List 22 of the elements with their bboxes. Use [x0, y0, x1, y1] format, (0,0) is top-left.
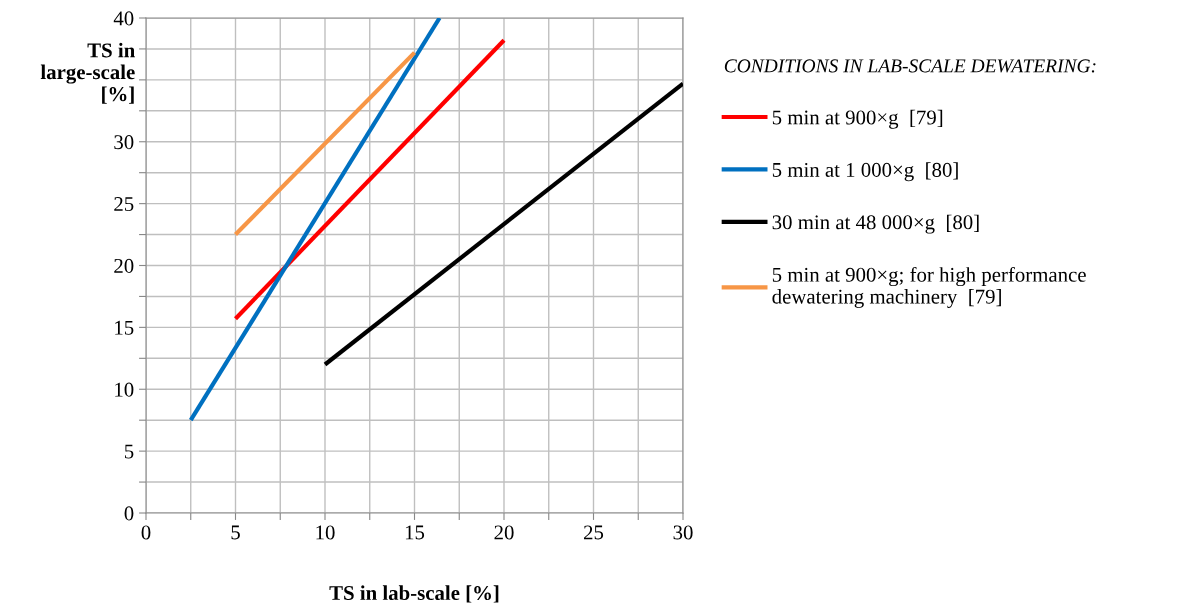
x-tick-label: 25 — [584, 525, 604, 540]
legend-label: 5 min at 1 000×g [80] — [772, 162, 958, 182]
x-tick-label: 5 — [231, 525, 240, 540]
y-tick-label: 15 — [115, 320, 134, 335]
x-tick-label: 10 — [316, 525, 335, 540]
y-tick-label: 10 — [115, 382, 134, 397]
x-tick-label: 0 — [141, 525, 151, 540]
y-tick-label: 20 — [114, 258, 134, 273]
y-tick-label: 30 — [114, 135, 134, 150]
legend-label: 5 min at 900×g [79] — [772, 109, 943, 129]
y-tick-label: 25 — [114, 197, 134, 212]
legend-label: 30 min at 48 000×g [80] — [772, 214, 979, 234]
legend-label: 5 min at 900×g; for high performance dewatering machinery [79] — [772, 266, 1086, 308]
y-tick-label: 0 — [124, 506, 134, 521]
y-tick-label: 5 — [124, 444, 134, 459]
x-tick-label: 30 — [673, 525, 693, 540]
y-axis-title: TS in large-scale [%] — [40, 42, 135, 104]
x-axis-title: TS in lab-scale [%] — [329, 585, 499, 603]
x-tick-label: 15 — [405, 525, 425, 540]
legend-title: CONDITIONS IN LAB-SCALE DEWATERING: — [724, 59, 1096, 73]
x-tick-label: 20 — [494, 525, 514, 540]
y-tick-label: 40 — [113, 11, 134, 26]
